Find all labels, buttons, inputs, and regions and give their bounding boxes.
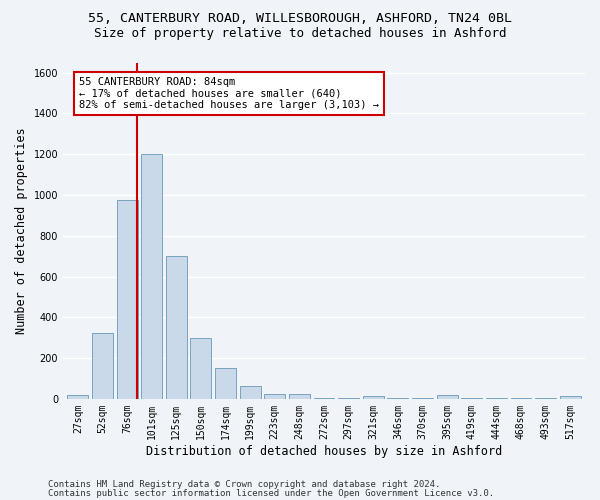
Bar <box>116 200 137 399</box>
Bar <box>363 396 384 399</box>
Text: 55, CANTERBURY ROAD, WILLESBOROUGH, ASHFORD, TN24 0BL: 55, CANTERBURY ROAD, WILLESBOROUGH, ASHF… <box>88 12 512 26</box>
Text: Contains public sector information licensed under the Open Government Licence v3: Contains public sector information licen… <box>48 488 494 498</box>
Bar <box>314 398 334 399</box>
Bar <box>265 394 285 399</box>
Text: Contains HM Land Registry data © Crown copyright and database right 2024.: Contains HM Land Registry data © Crown c… <box>48 480 440 489</box>
Bar <box>239 386 260 399</box>
Bar <box>141 154 162 399</box>
Bar <box>338 398 359 399</box>
Bar <box>215 368 236 399</box>
Bar <box>388 398 409 399</box>
Bar <box>289 394 310 399</box>
Bar <box>412 398 433 399</box>
Text: Size of property relative to detached houses in Ashford: Size of property relative to detached ho… <box>94 28 506 40</box>
Bar <box>67 395 88 399</box>
Bar <box>190 338 211 399</box>
X-axis label: Distribution of detached houses by size in Ashford: Distribution of detached houses by size … <box>146 444 502 458</box>
Y-axis label: Number of detached properties: Number of detached properties <box>15 128 28 334</box>
Bar <box>560 396 581 399</box>
Text: 55 CANTERBURY ROAD: 84sqm
← 17% of detached houses are smaller (640)
82% of semi: 55 CANTERBURY ROAD: 84sqm ← 17% of detac… <box>79 77 379 110</box>
Bar <box>437 395 458 399</box>
Bar <box>92 332 113 399</box>
Bar <box>166 256 187 399</box>
